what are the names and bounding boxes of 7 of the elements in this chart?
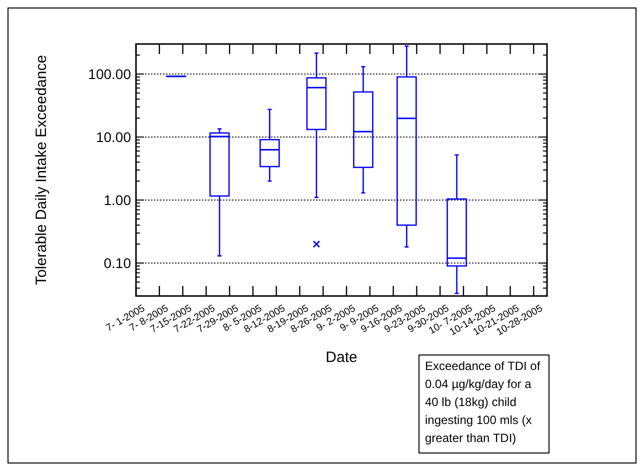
y-tick-label: 1.00 (104, 192, 132, 208)
text: Exceedance of TDI of 0.04 µg/kg/day for a 40 lb (18kg) child ingesting 100 mls (x greater than TDI) (425, 359, 541, 445)
y-axis-title: Tolerable Daily Intake Exceedance (33, 54, 50, 286)
y-tick-label: 100.00 (88, 66, 132, 82)
x-axis-title: Date (326, 349, 358, 366)
y-tick-label: 10.00 (96, 129, 132, 146)
y-tick-label: 0.10 (104, 255, 132, 272)
